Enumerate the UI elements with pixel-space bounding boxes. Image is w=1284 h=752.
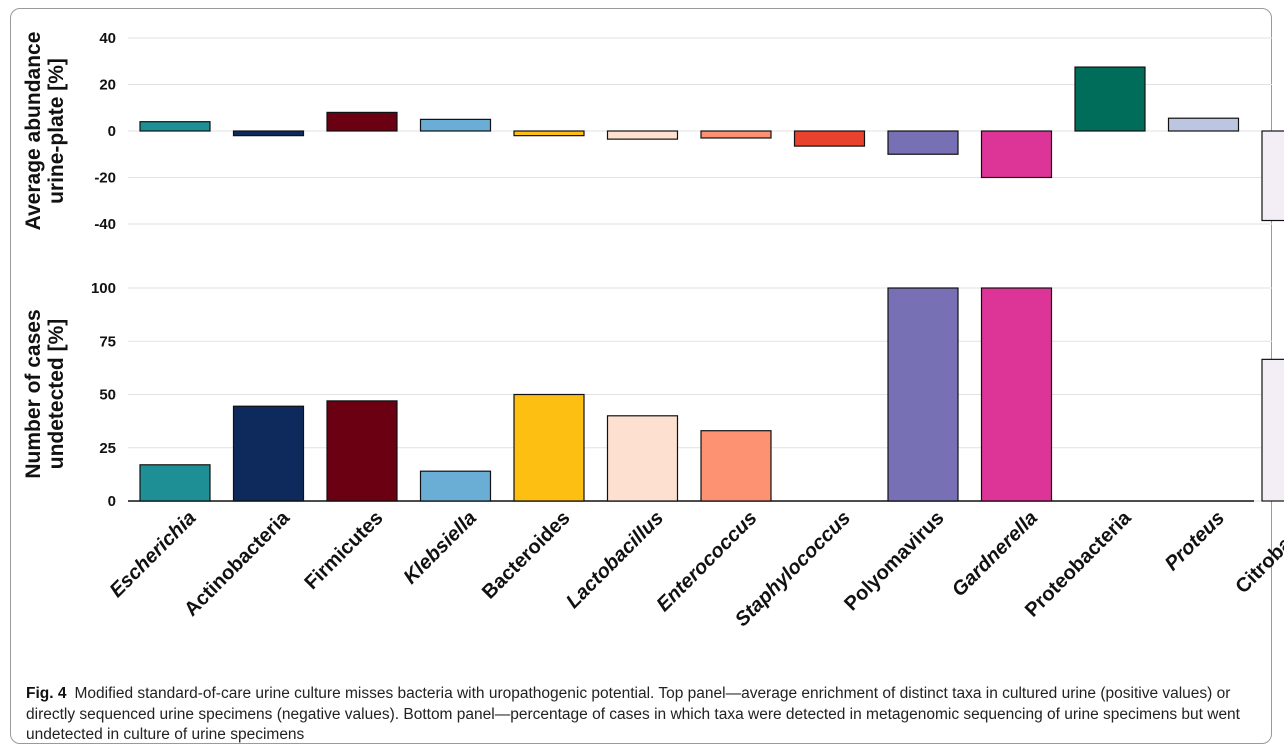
top-ytick-label: 40: [99, 30, 116, 47]
bottom-ytick-label: 25: [99, 440, 116, 457]
caption-text: Modified standard-of-care urine culture …: [26, 685, 1240, 743]
x-tick-label-escherichia: Escherichia: [106, 507, 201, 602]
x-tick-label-polyomavirus: Polyomavirus: [840, 507, 948, 615]
top-bar-bacteroides: [513, 130, 585, 137]
top-bar-staphylococcus: [793, 130, 866, 147]
x-tick-label-klebsiella: Klebsiella: [399, 507, 481, 589]
top-bar-citrobacter: [1261, 130, 1284, 222]
top-bar-proteobacteria: [1074, 66, 1146, 132]
bottom-bar-firmicutes: [326, 400, 398, 502]
bottom-bar-polyomavirus: [887, 287, 959, 502]
bottom-bar-actinobacteria: [232, 405, 305, 502]
figure-caption: Fig. 4 Modified standard-of-care urine cu…: [26, 684, 1261, 746]
x-tick-label-lactobacillus: Lactobacillus: [562, 507, 668, 613]
top-bar-lactobacillus: [606, 130, 679, 140]
bottom-bar-klebsiella: [419, 470, 492, 502]
top-ytick-label: -20: [94, 170, 116, 187]
x-tick-label-enterococcus: Enterococcus: [652, 507, 761, 616]
top-bar-klebsiella: [419, 118, 492, 132]
bottom-bar-enterococcus: [700, 430, 772, 502]
top-bar-polyomavirus: [887, 130, 959, 155]
x-tick-label-firmicutes: Firmicutes: [300, 507, 387, 594]
bottom-ytick-label: 75: [99, 333, 116, 350]
bottom-y-axis-label: Number of casesundetected [%]: [22, 309, 68, 478]
bottom-ytick-label: 50: [99, 387, 116, 404]
top-bar-gardnerella: [980, 130, 1053, 179]
bottom-bar-lactobacillus: [606, 415, 679, 502]
bottom-ytick-label: 100: [91, 280, 116, 297]
bottom-ytick-label: 0: [108, 493, 116, 510]
figure-chart: -40 -20 0 20 40 Average abundanceurine-plate …: [22, 30, 1284, 631]
x-tick-label-gardnerella: Gardnerella: [948, 507, 1042, 601]
bottom-bar-citrobacter: [1261, 358, 1284, 502]
figure-label: Fig. 4: [26, 685, 67, 702]
top-bar-proteus: [1167, 117, 1240, 132]
bottom-bar-escherichia: [139, 464, 211, 502]
x-tick-label-citrobacter: Citrobacter: [1232, 507, 1284, 598]
top-ytick-label: -40: [94, 216, 116, 233]
x-tick-label-proteus: Proteus: [1161, 507, 1229, 575]
top-bar-enterococcus: [700, 130, 772, 139]
top-bar-actinobacteria: [232, 130, 305, 137]
top-y-axis-label: Average abundanceurine-plate [%]: [22, 32, 68, 231]
bottom-bar-bacteroides: [513, 393, 585, 502]
top-ytick-label: 20: [99, 77, 116, 94]
top-bar-firmicutes: [326, 111, 398, 132]
top-ytick-label: 0: [108, 123, 116, 140]
x-tick-label-bacteroides: Bacteroides: [478, 507, 575, 604]
bottom-bar-gardnerella: [980, 287, 1053, 502]
top-bar-escherichia: [139, 121, 211, 132]
